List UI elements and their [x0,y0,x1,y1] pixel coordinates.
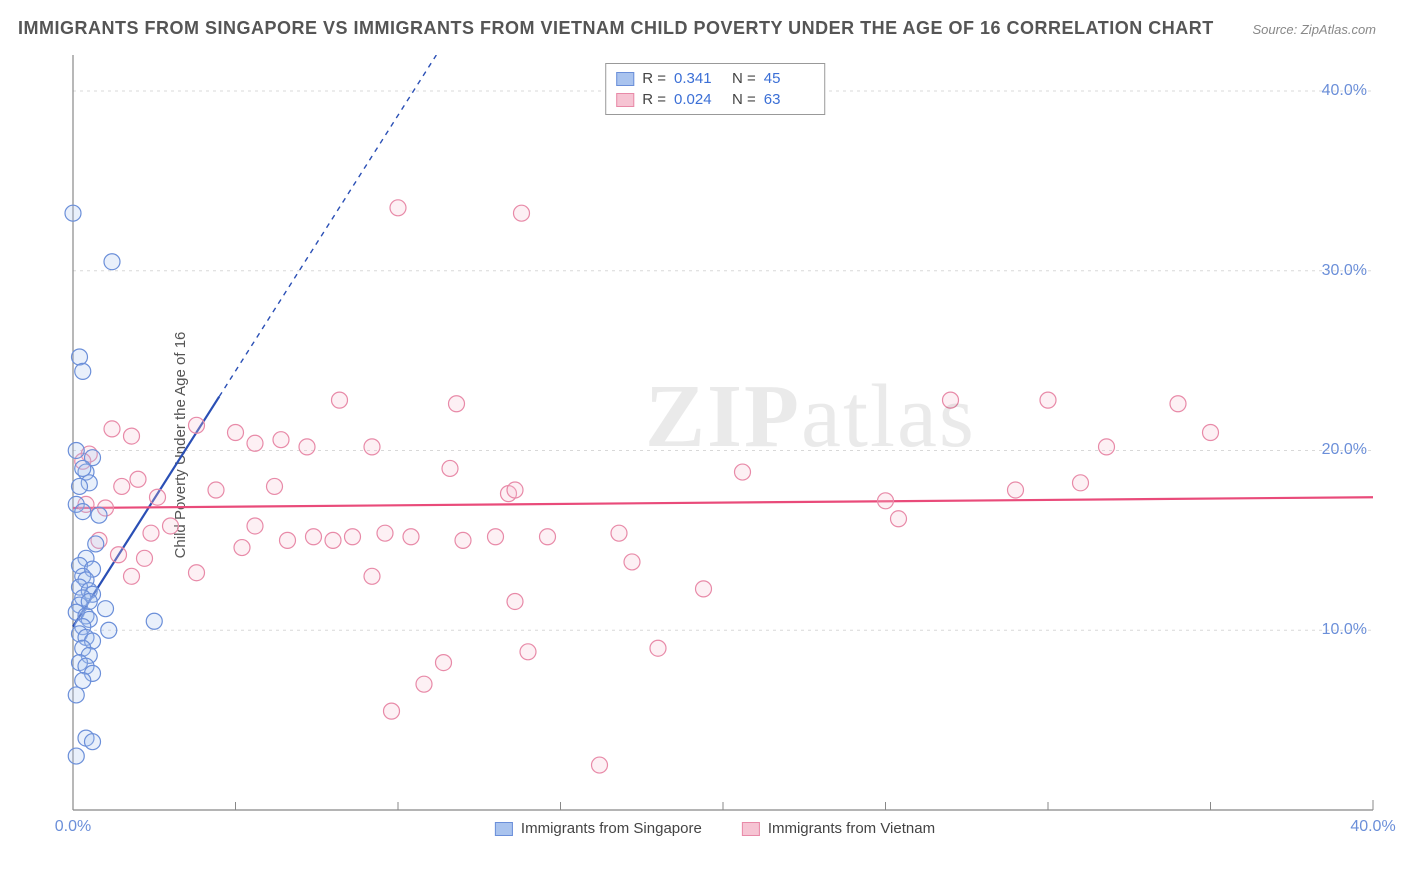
x-tick-label: 40.0% [1350,818,1395,836]
x-tick-label: 0.0% [55,818,91,836]
correlation-legend: R = 0.341 N = 45 R = 0.024 N = 63 [605,63,825,115]
n-value-singapore: 45 [764,70,814,87]
source-attribution: Source: ZipAtlas.com [1252,22,1376,37]
r-value-vietnam: 0.024 [674,91,724,108]
scatter-plot [55,55,1375,812]
legend-label-vietnam: Immigrants from Vietnam [768,820,935,837]
r-label: R = [642,91,666,108]
legend-label-singapore: Immigrants from Singapore [521,820,702,837]
legend-item-vietnam: Immigrants from Vietnam [742,820,935,837]
swatch-singapore [616,72,634,86]
legend-row-singapore: R = 0.341 N = 45 [616,68,814,89]
chart-container: Child Poverty Under the Age of 16 R = 0.… [55,55,1375,835]
swatch-singapore [495,822,513,836]
y-tick-label: 10.0% [1322,621,1367,639]
swatch-vietnam [616,93,634,107]
y-tick-label: 20.0% [1322,441,1367,459]
n-value-vietnam: 63 [764,91,814,108]
r-label: R = [642,70,666,87]
n-label: N = [732,91,756,108]
swatch-vietnam [742,822,760,836]
r-value-singapore: 0.341 [674,70,724,87]
y-tick-label: 40.0% [1322,82,1367,100]
legend-row-vietnam: R = 0.024 N = 63 [616,89,814,110]
series-legend: Immigrants from Singapore Immigrants fro… [495,820,935,837]
legend-item-singapore: Immigrants from Singapore [495,820,702,837]
y-tick-label: 30.0% [1322,262,1367,280]
page-title: IMMIGRANTS FROM SINGAPORE VS IMMIGRANTS … [18,18,1214,39]
n-label: N = [732,70,756,87]
